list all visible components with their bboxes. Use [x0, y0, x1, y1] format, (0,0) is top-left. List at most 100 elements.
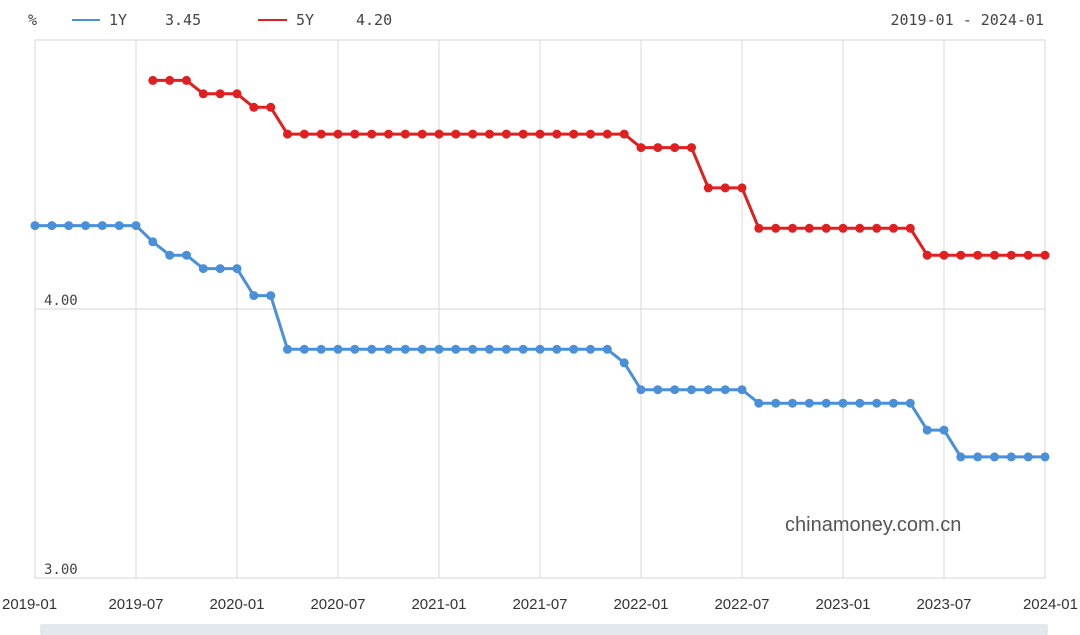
data-point-5y	[973, 250, 983, 260]
data-point-1y	[249, 291, 259, 301]
data-point-5y	[215, 89, 225, 99]
chart-grid	[34, 39, 1046, 579]
data-point-5y	[434, 129, 444, 139]
data-point-1y	[922, 425, 932, 435]
data-point-1y	[367, 344, 377, 354]
data-point-1y	[872, 398, 882, 408]
data-point-5y	[384, 129, 393, 139]
data-point-5y	[198, 89, 208, 99]
data-point-5y	[838, 223, 848, 233]
data-point-1y	[501, 344, 511, 354]
data-point-5y	[586, 129, 595, 139]
data-point-5y	[804, 223, 814, 233]
date-range-label: 2019-01 - 2024-01	[890, 11, 1044, 29]
plot-area	[30, 75, 1050, 462]
y-tick-label: 4.00	[44, 293, 78, 309]
data-point-5y	[468, 129, 478, 139]
data-point-1y	[47, 221, 57, 231]
data-point-5y	[316, 129, 326, 139]
data-point-1y	[198, 264, 208, 274]
data-point-1y	[687, 385, 696, 395]
data-point-1y	[552, 344, 562, 354]
data-point-1y	[905, 398, 915, 408]
data-point-5y	[1006, 250, 1016, 260]
legend-1y-value: 3.45	[165, 11, 201, 29]
data-point-1y	[131, 221, 141, 231]
line-chart: % 1Y 3.45 5Y 4.20 2019-01 - 2024-01 chin…	[2, 11, 1078, 613]
data-point-5y	[182, 75, 191, 85]
data-point-1y	[333, 344, 343, 354]
data-point-1y	[350, 344, 360, 354]
data-point-5y	[703, 183, 713, 193]
data-point-5y	[619, 129, 629, 139]
data-point-1y	[316, 344, 326, 354]
data-point-5y	[771, 223, 781, 233]
data-point-1y	[1040, 452, 1050, 462]
data-point-1y	[1023, 452, 1033, 462]
data-point-5y	[451, 129, 461, 139]
data-point-1y	[64, 221, 74, 231]
data-point-5y	[653, 143, 663, 153]
data-point-5y	[518, 129, 528, 139]
data-point-5y	[417, 129, 427, 139]
data-point-5y	[266, 102, 276, 112]
data-point-1y	[703, 385, 713, 395]
x-tick-label: 2024-01	[1023, 596, 1078, 613]
y-unit-label: %	[28, 11, 37, 29]
data-point-1y	[232, 264, 242, 274]
data-point-5y	[939, 250, 949, 260]
data-point-1y	[384, 344, 393, 354]
x-tick-label: 2022-01	[613, 596, 668, 613]
watermark: chinamoney.com.cn	[785, 514, 961, 536]
data-point-1y	[636, 385, 646, 395]
data-point-5y	[602, 129, 612, 139]
data-point-5y	[855, 223, 865, 233]
data-point-1y	[737, 385, 747, 395]
data-point-5y	[535, 129, 545, 139]
data-point-1y	[148, 237, 158, 247]
x-tick-label: 2019-01	[2, 596, 57, 613]
y-tick-label: 3.00	[44, 562, 78, 578]
data-point-1y	[602, 344, 612, 354]
data-point-5y	[165, 75, 175, 85]
data-point-1y	[939, 425, 949, 435]
data-point-1y	[653, 385, 663, 395]
x-tick-label: 2022-07	[714, 596, 769, 613]
data-point-1y	[821, 398, 831, 408]
data-point-5y	[990, 250, 999, 260]
data-point-5y	[922, 250, 932, 260]
data-point-5y	[569, 129, 579, 139]
data-point-5y	[485, 129, 494, 139]
x-tick-label: 2019-07	[108, 596, 163, 613]
data-point-1y	[417, 344, 427, 354]
data-point-5y	[754, 223, 764, 233]
data-point-5y	[905, 223, 915, 233]
data-point-1y	[165, 250, 175, 260]
data-point-1y	[97, 221, 107, 231]
data-point-5y	[299, 129, 309, 139]
data-point-5y	[889, 223, 898, 233]
data-point-1y	[804, 398, 814, 408]
data-point-5y	[720, 183, 730, 193]
data-point-1y	[1006, 452, 1016, 462]
data-point-1y	[889, 398, 898, 408]
data-point-1y	[586, 344, 595, 354]
data-point-5y	[956, 250, 966, 260]
data-point-1y	[518, 344, 528, 354]
data-point-1y	[434, 344, 444, 354]
data-point-5y	[148, 75, 158, 85]
data-point-1y	[451, 344, 461, 354]
data-point-5y	[737, 183, 747, 193]
x-tick-label: 2021-07	[512, 596, 567, 613]
data-point-1y	[670, 385, 680, 395]
x-tick-label: 2021-01	[411, 596, 466, 613]
data-point-5y	[249, 102, 259, 112]
data-point-5y	[821, 223, 831, 233]
data-point-5y	[232, 89, 242, 99]
data-point-1y	[720, 385, 730, 395]
data-point-1y	[468, 344, 478, 354]
data-point-5y	[367, 129, 377, 139]
range-scrollbar[interactable]	[40, 624, 1048, 635]
data-point-5y	[1023, 250, 1033, 260]
legend-5y-value: 4.20	[356, 11, 392, 29]
